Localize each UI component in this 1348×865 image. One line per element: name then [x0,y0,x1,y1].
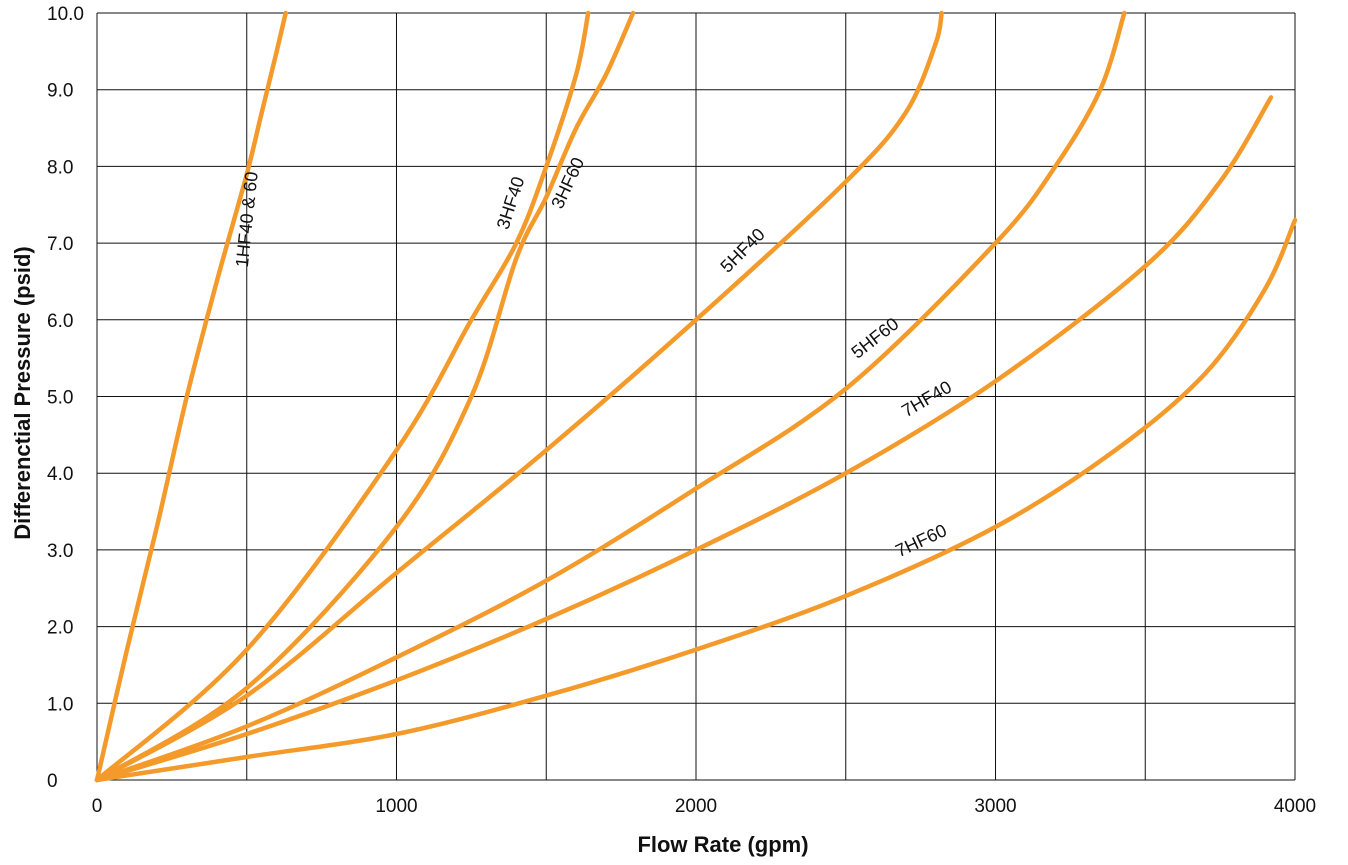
y-axis-title: Differenctial Pressure (psid) [10,246,35,539]
y-tick-label: 9.0 [47,81,73,102]
series-label: 5HF40 [716,224,768,276]
curve-5hf60 [94,10,1127,783]
y-tick-label: 4.0 [47,464,73,485]
x-tick-label: 0 [92,796,103,817]
y-tick-label: 2.0 [47,618,73,639]
x-tick-label: 4000 [1274,796,1316,817]
grid-lines [96,12,1296,781]
x-axis-title: Flow Rate (gpm) [637,832,808,857]
curve-7hf40 [94,95,1274,783]
y-tick-label: 6.0 [47,311,73,332]
x-tick-label: 1000 [375,796,417,817]
curve-3hf60 [94,10,636,783]
series-label: 1HF40 & 60 [232,171,262,269]
x-tick-label: 2000 [675,796,717,817]
y-tick-label: 3.0 [47,541,73,562]
x-tick-label: 3000 [974,796,1016,817]
curve-5hf40 [94,10,944,783]
y-tick-label: 5.0 [47,388,73,409]
curve-7hf60 [94,217,1298,783]
y-tick-label: 1.0 [47,694,73,715]
series-curves [94,10,1298,783]
y-tick-label: 0 [47,771,58,792]
y-tick-label: 7.0 [47,234,73,255]
y-tick-label: 10.0 [47,4,84,25]
y-tick-label: 8.0 [47,157,73,178]
curve-3hf40 [94,10,591,783]
axis-ticks: 0 1.0 2.0 3.0 4.0 5.0 6.0 7.0 8.0 9.0 10.0 0 1000 200… [47,4,1316,817]
series-label: 5HF60 [848,314,903,363]
curve-1hf40-60 [94,10,288,783]
